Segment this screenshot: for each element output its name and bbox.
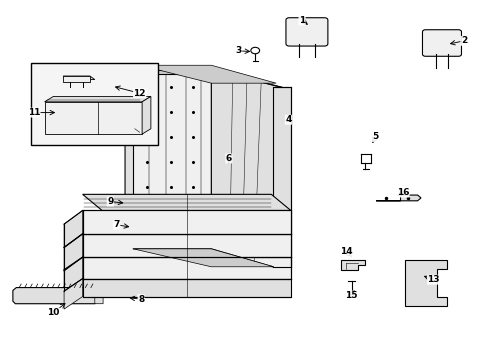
Polygon shape (64, 279, 82, 309)
Polygon shape (95, 288, 103, 304)
Text: 2: 2 (460, 36, 466, 45)
Polygon shape (63, 76, 95, 80)
Polygon shape (340, 260, 365, 270)
Polygon shape (272, 87, 290, 267)
Polygon shape (13, 288, 98, 304)
Bar (31, 63, 158, 145)
Polygon shape (82, 279, 290, 297)
Polygon shape (133, 243, 211, 249)
Polygon shape (82, 234, 290, 257)
Text: 8: 8 (138, 294, 144, 303)
Polygon shape (133, 249, 273, 267)
Polygon shape (375, 195, 420, 201)
Polygon shape (133, 69, 211, 74)
Text: 1: 1 (298, 16, 305, 25)
FancyBboxPatch shape (285, 18, 327, 46)
Polygon shape (82, 211, 290, 234)
Text: 5: 5 (371, 132, 378, 141)
Text: 7: 7 (113, 220, 120, 229)
Polygon shape (140, 65, 276, 83)
Polygon shape (82, 194, 290, 211)
Text: 16: 16 (396, 188, 408, 197)
Text: 14: 14 (339, 247, 351, 256)
Polygon shape (64, 234, 82, 271)
Polygon shape (63, 76, 90, 82)
Polygon shape (142, 96, 151, 134)
Text: 13: 13 (427, 275, 439, 284)
Polygon shape (211, 69, 282, 267)
Text: 10: 10 (47, 308, 60, 317)
Polygon shape (125, 69, 210, 267)
Polygon shape (133, 69, 211, 249)
Polygon shape (82, 257, 290, 279)
Polygon shape (64, 211, 82, 247)
Polygon shape (112, 291, 120, 297)
Text: 6: 6 (225, 154, 231, 163)
Polygon shape (405, 260, 446, 306)
Polygon shape (64, 257, 82, 291)
Text: 12: 12 (133, 89, 145, 98)
Text: 11: 11 (27, 108, 40, 117)
Text: 15: 15 (344, 291, 356, 300)
Text: 9: 9 (107, 197, 113, 206)
Text: 4: 4 (285, 115, 291, 124)
Polygon shape (44, 102, 142, 134)
Polygon shape (44, 96, 151, 102)
FancyBboxPatch shape (422, 30, 461, 56)
Text: 3: 3 (235, 46, 241, 55)
